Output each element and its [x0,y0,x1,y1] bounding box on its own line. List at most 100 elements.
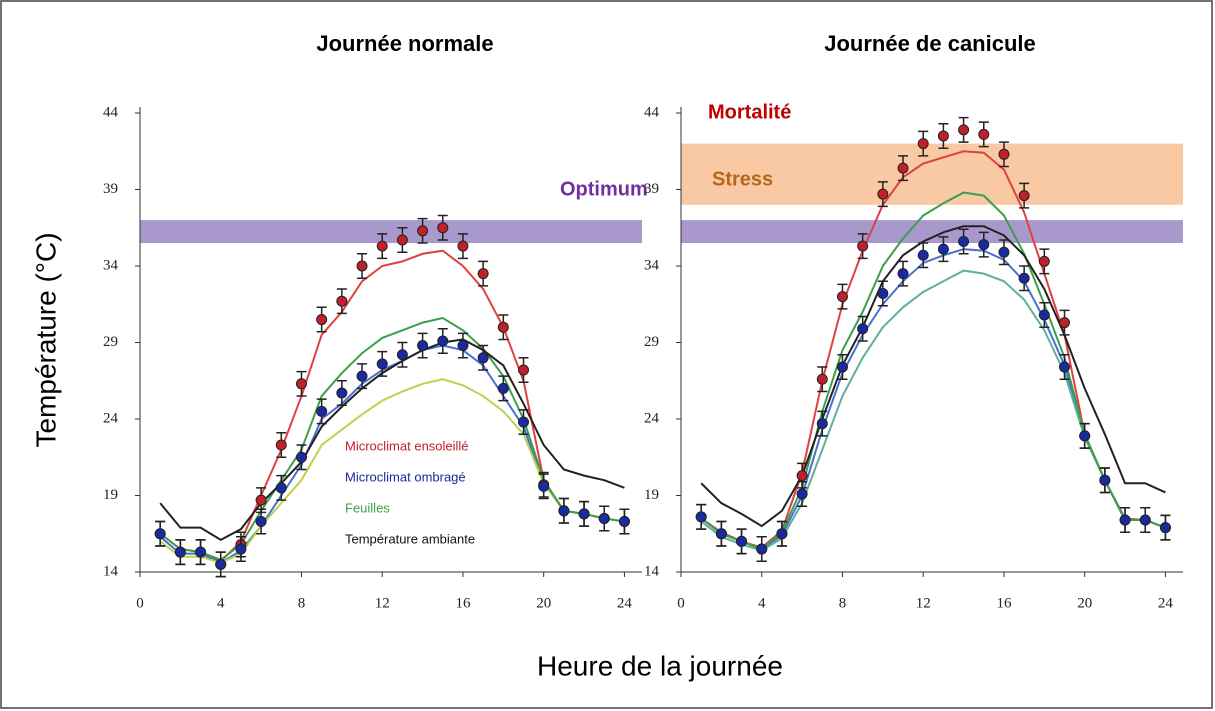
y-tick-label: 34 [644,257,660,273]
marker [857,240,869,252]
marker [1018,272,1030,284]
marker [618,516,630,528]
x-tick-label: 8 [298,595,306,611]
chart-title: Journée normale [316,31,493,56]
marker [958,236,970,248]
marker [477,352,489,364]
marker [897,268,909,280]
legend-entry: Température ambiante [345,531,475,546]
x-tick-label: 8 [839,595,847,611]
marker [417,340,429,352]
marker [497,382,509,394]
marker [836,361,848,373]
marker [437,222,449,234]
x-tick-label: 4 [217,595,225,611]
marker [457,240,469,252]
marker [978,128,990,140]
y-tick-label: 44 [103,104,119,120]
marker [998,148,1010,160]
marker [1159,522,1171,534]
marker [356,370,368,382]
marker [578,508,590,520]
marker [877,288,889,300]
x-tick-label: 24 [617,595,633,611]
y-tick-label: 44 [644,104,660,120]
x-tick-label: 0 [677,595,685,611]
marker [756,543,768,555]
marker [295,451,307,463]
x-tick-label: 4 [758,595,766,611]
marker [558,505,570,517]
y-tick-label: 24 [103,410,119,426]
y-tick-label: 24 [644,410,660,426]
marker [255,494,267,506]
y-tick-label: 34 [103,257,119,273]
line [700,269,1166,552]
marker [376,240,388,252]
marker [215,558,227,570]
marker [937,243,949,255]
marker [1119,514,1131,526]
annotation: Mortalité [708,101,791,123]
marker [174,546,186,558]
marker [295,378,307,390]
band [140,220,642,244]
marker [816,418,828,430]
marker [776,528,788,540]
chart-title: Journée de canicule [824,31,1036,56]
marker [1038,309,1050,321]
marker [195,546,207,558]
marker [316,314,328,326]
marker [154,528,166,540]
y-tick-label: 19 [103,487,118,503]
marker [978,239,990,251]
marker [715,528,727,540]
marker [518,416,530,428]
x-tick-label: 20 [536,595,551,611]
marker [275,482,287,494]
x-tick-label: 16 [996,595,1012,611]
marker [437,335,449,347]
line [159,338,625,542]
marker [736,535,748,547]
marker [336,295,348,307]
marker [396,234,408,246]
marker [917,249,929,261]
marker [998,246,1010,258]
marker [937,130,949,142]
x-tick-label: 20 [1077,595,1092,611]
marker [376,358,388,370]
marker [1018,190,1030,202]
x-tick-label: 12 [916,595,931,611]
marker [235,543,247,555]
marker [396,349,408,361]
marker [1059,361,1071,373]
marker [356,260,368,272]
legend-entry: Microclimat ombragé [345,469,466,484]
y-tick-label: 39 [103,181,118,197]
marker [1139,514,1151,526]
marker [958,124,970,136]
legend-entry: Feuilles [345,500,390,515]
marker [1059,317,1071,329]
y-tick-label: 39 [644,181,659,197]
marker [897,162,909,174]
y-tick-label: 29 [644,334,659,350]
y-tick-label: 14 [103,563,119,579]
marker [538,480,550,492]
marker [796,470,808,482]
marker [796,488,808,500]
line [700,225,1166,528]
marker [275,439,287,451]
band-label: Stress [712,168,773,190]
marker [1099,474,1111,486]
marker [836,291,848,303]
marker [877,188,889,200]
y-tick-label: 29 [103,334,118,350]
marker [598,512,610,524]
marker [336,387,348,399]
y-tick-label: 19 [644,487,659,503]
marker [255,516,267,528]
